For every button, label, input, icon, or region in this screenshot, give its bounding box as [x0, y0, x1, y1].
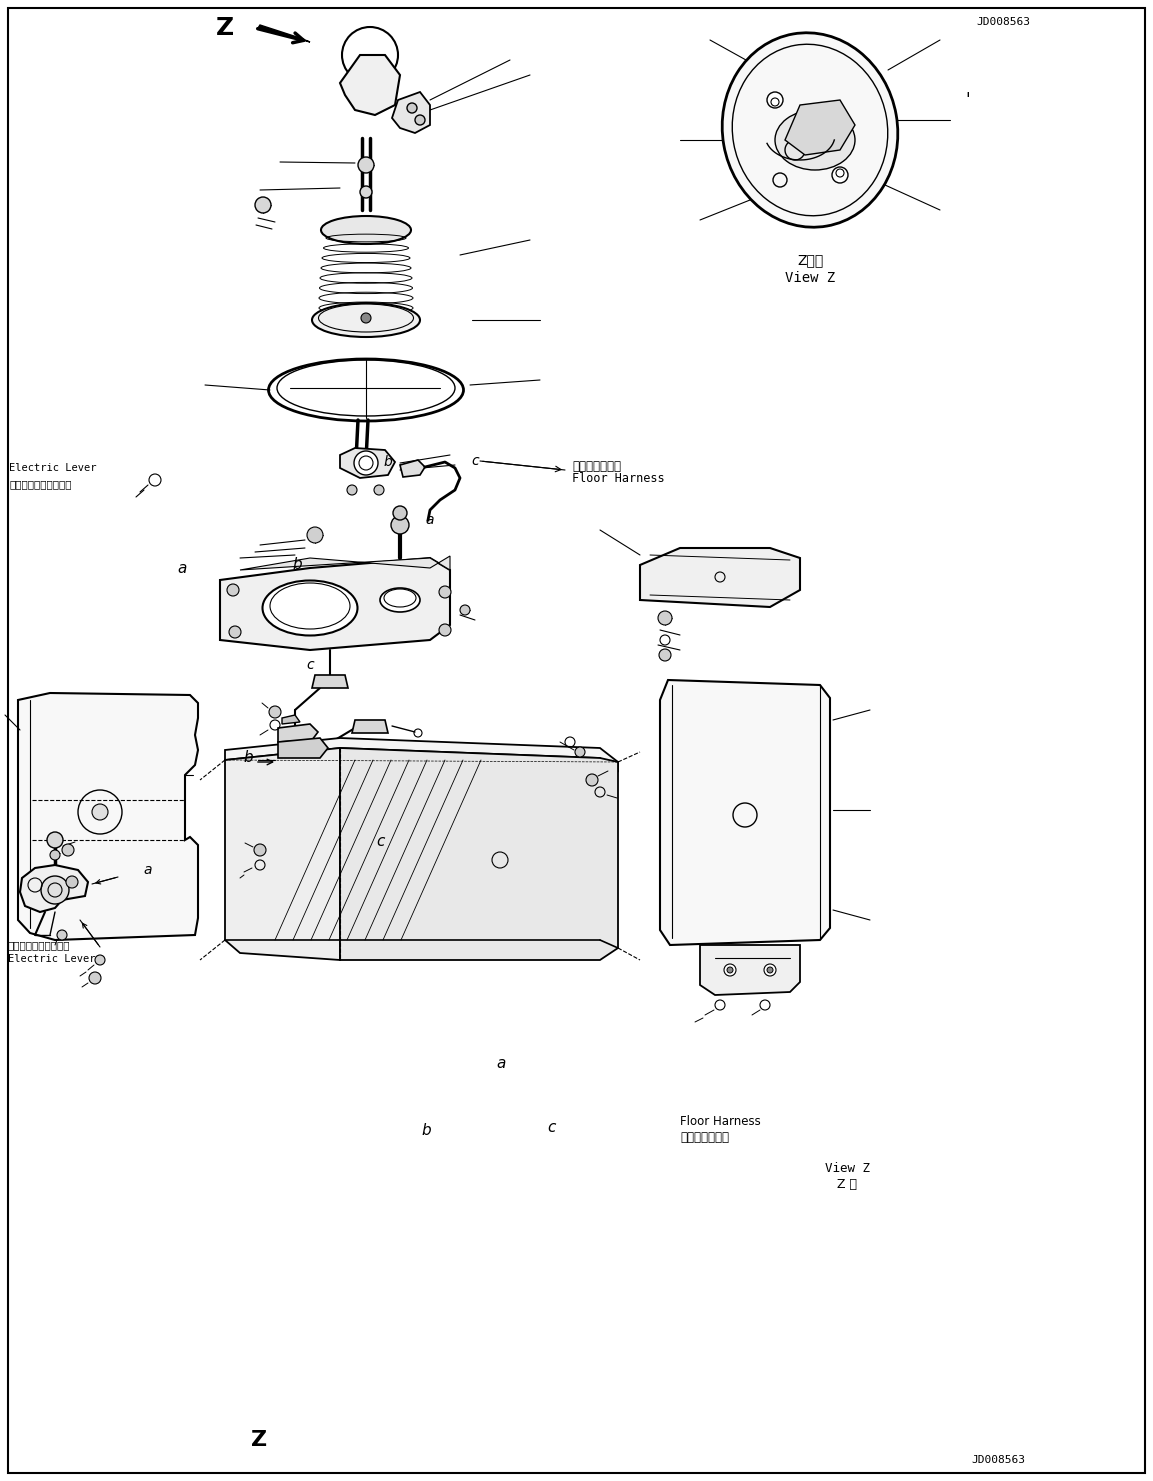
Circle shape: [724, 964, 736, 976]
Ellipse shape: [312, 304, 420, 338]
Circle shape: [42, 875, 69, 903]
Polygon shape: [340, 447, 395, 478]
Polygon shape: [282, 715, 300, 724]
Circle shape: [586, 775, 598, 786]
Circle shape: [832, 167, 847, 184]
Text: フロアハーネス: フロアハーネス: [680, 1131, 729, 1143]
Ellipse shape: [263, 581, 357, 635]
Text: JD008563: JD008563: [971, 1454, 1025, 1465]
Polygon shape: [18, 693, 198, 940]
Text: c: c: [307, 658, 314, 672]
Text: b: b: [422, 1123, 431, 1137]
Ellipse shape: [775, 110, 856, 170]
Ellipse shape: [321, 216, 410, 244]
Text: Electric Lever: Electric Lever: [9, 464, 97, 472]
Text: c: c: [547, 1120, 556, 1134]
Text: JD008563: JD008563: [977, 18, 1030, 27]
Polygon shape: [392, 92, 430, 133]
Circle shape: [92, 804, 108, 820]
Polygon shape: [225, 748, 340, 960]
Ellipse shape: [722, 33, 898, 227]
Text: a: a: [497, 1056, 506, 1071]
Circle shape: [407, 104, 417, 113]
Text: エレクトリックレバー: エレクトリックレバー: [9, 480, 71, 489]
Circle shape: [415, 116, 425, 124]
Text: b: b: [243, 751, 253, 766]
Text: Electric Lever: Electric Lever: [8, 954, 96, 964]
Circle shape: [354, 452, 378, 475]
Polygon shape: [20, 865, 88, 912]
Circle shape: [227, 584, 239, 595]
Polygon shape: [785, 101, 856, 156]
Circle shape: [357, 157, 374, 173]
Polygon shape: [700, 945, 800, 995]
Circle shape: [254, 844, 266, 856]
Circle shape: [269, 706, 281, 718]
Text: a: a: [144, 863, 152, 877]
Text: フロアハーネス: フロアハーネス: [572, 461, 621, 474]
Text: Floor Harness: Floor Harness: [680, 1115, 761, 1127]
Circle shape: [728, 967, 733, 973]
Circle shape: [391, 515, 409, 535]
Circle shape: [764, 964, 776, 976]
Text: b: b: [293, 557, 302, 572]
Circle shape: [360, 187, 372, 198]
Polygon shape: [278, 738, 327, 758]
Polygon shape: [352, 720, 389, 733]
Circle shape: [95, 955, 105, 966]
Polygon shape: [220, 558, 450, 650]
Text: View Z: View Z: [824, 1163, 871, 1174]
Circle shape: [439, 586, 451, 598]
Polygon shape: [258, 25, 310, 41]
Circle shape: [658, 612, 672, 625]
Circle shape: [361, 312, 371, 323]
Circle shape: [660, 649, 671, 661]
Circle shape: [347, 484, 357, 495]
Text: b: b: [384, 455, 392, 469]
Circle shape: [50, 850, 60, 860]
Polygon shape: [312, 675, 348, 689]
Text: a: a: [178, 561, 187, 576]
Polygon shape: [240, 555, 450, 570]
Circle shape: [229, 626, 241, 638]
Text: c: c: [472, 455, 478, 468]
Polygon shape: [640, 548, 800, 607]
Circle shape: [767, 92, 783, 108]
Polygon shape: [225, 738, 618, 772]
Polygon shape: [400, 461, 425, 477]
Polygon shape: [278, 724, 318, 742]
Circle shape: [255, 197, 271, 213]
Circle shape: [575, 746, 585, 757]
Circle shape: [66, 875, 78, 889]
Text: View Z: View Z: [785, 271, 835, 284]
Circle shape: [307, 527, 323, 544]
Circle shape: [89, 972, 101, 983]
Circle shape: [767, 967, 773, 973]
Text: Z　視: Z 視: [797, 253, 823, 267]
Circle shape: [47, 832, 63, 849]
Polygon shape: [340, 748, 618, 960]
Ellipse shape: [380, 588, 420, 612]
Text: ': ': [965, 90, 970, 110]
Circle shape: [460, 606, 470, 615]
Text: Z: Z: [216, 16, 234, 40]
Text: c: c: [376, 834, 385, 849]
Circle shape: [808, 113, 832, 138]
Text: エレクトリックレバー: エレクトリックレバー: [8, 940, 70, 949]
Text: a: a: [425, 512, 435, 527]
Text: Z: Z: [251, 1429, 267, 1450]
Polygon shape: [340, 55, 400, 116]
Text: Floor Harness: Floor Harness: [572, 472, 664, 486]
Circle shape: [439, 624, 451, 635]
Polygon shape: [660, 680, 830, 945]
Circle shape: [62, 844, 74, 856]
Text: Z 視: Z 視: [837, 1179, 858, 1191]
Circle shape: [374, 484, 384, 495]
Circle shape: [393, 507, 407, 520]
Circle shape: [56, 930, 67, 940]
